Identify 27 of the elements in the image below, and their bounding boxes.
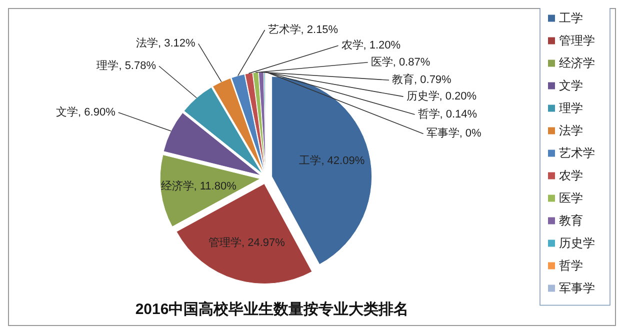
legend-label: 理学 [559, 100, 583, 115]
legend-label: 工学 [559, 10, 583, 25]
data-label: 工学, 42.09% [299, 155, 365, 168]
legend-label: 教育 [559, 213, 583, 228]
legend-label: 管理学 [559, 33, 595, 48]
data-label: 哲学, 0.14% [418, 107, 478, 120]
legend-label: 历史学 [559, 236, 595, 250]
data-label: 理学, 5.78% [96, 60, 156, 72]
legend-label: 哲学 [559, 258, 583, 272]
text: 2016中国高校毕业生数量按专业大类排名 [135, 300, 409, 318]
legend-label: 法学 [559, 123, 583, 138]
data-label: 管理学, 24.97% [208, 237, 286, 250]
legend-label: 农学 [559, 168, 583, 182]
data-label: 经济学, 11.80% [160, 180, 237, 193]
data-label: 历史学, 0.20% [406, 89, 477, 102]
legend-label: 艺术学 [559, 146, 595, 160]
data-label: 文学, 6.90% [56, 105, 116, 118]
data-label: 农学, 1.20% [341, 40, 401, 52]
data-label: 艺术学, 2.15% [268, 22, 338, 36]
text: 军事学, 0% [426, 128, 482, 140]
legend-label: 医学 [559, 190, 583, 205]
legend-label: 文学 [559, 78, 583, 92]
data-label: 医学, 0.87% [370, 56, 430, 68]
data-label: 教育, 0.79% [392, 73, 452, 86]
legend-label: 经济学 [559, 56, 595, 70]
legend-label: 军事学 [559, 280, 595, 295]
data-label: 法学, 3.12% [136, 36, 196, 50]
